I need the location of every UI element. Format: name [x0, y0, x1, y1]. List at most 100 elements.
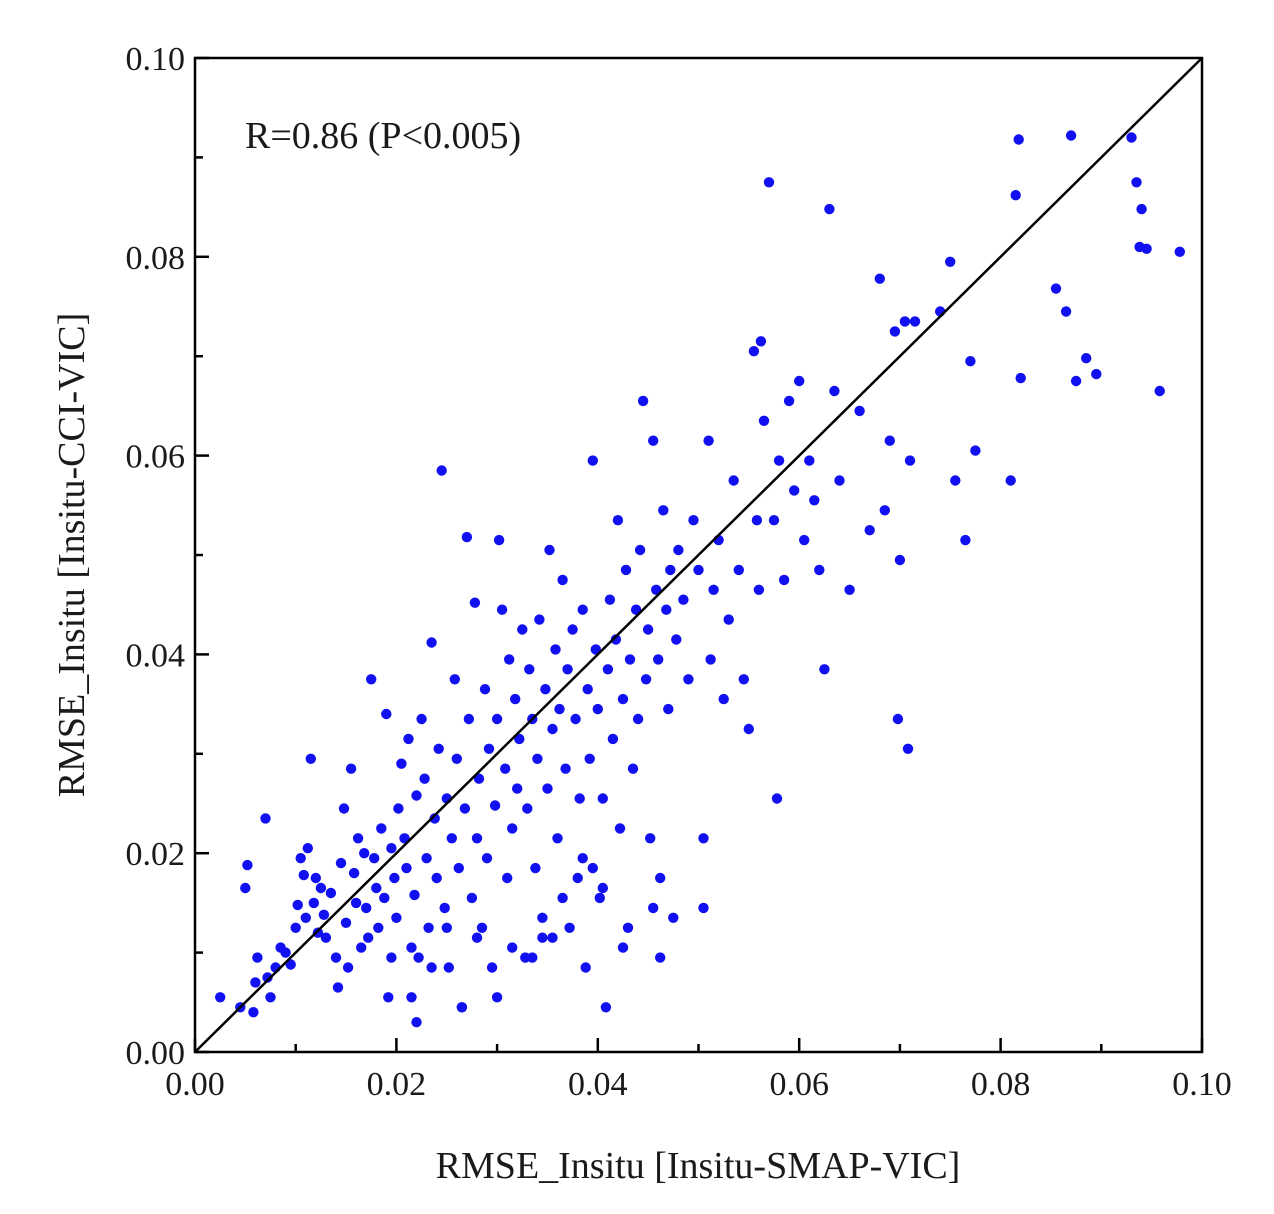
- data-point: [783, 395, 795, 407]
- x-axis-title: RMSE_Insitu [Insitu-SMAP-VIC]: [436, 1145, 961, 1187]
- data-point: [602, 664, 614, 675]
- data-point: [1070, 375, 1082, 387]
- data-point: [728, 475, 739, 486]
- data-point: [391, 912, 402, 923]
- data-point: [604, 594, 616, 605]
- data-point: [471, 833, 483, 844]
- data-point: [359, 848, 370, 859]
- data-point: [789, 485, 800, 496]
- data-point: [698, 902, 709, 914]
- data-point: [970, 445, 981, 456]
- data-point: [632, 713, 644, 725]
- data-point: [459, 803, 471, 814]
- data-point: [486, 962, 498, 973]
- data-point: [300, 912, 311, 923]
- data-point: [366, 674, 377, 685]
- data-point: [280, 947, 291, 958]
- data-point: [411, 790, 422, 801]
- data-point: [753, 584, 765, 595]
- data-point: [335, 857, 347, 869]
- data-point: [345, 763, 357, 774]
- y-tick-label: 0.10: [126, 41, 186, 78]
- data-point: [634, 544, 646, 556]
- data-point: [653, 654, 664, 665]
- data-point: [540, 684, 551, 695]
- data-point: [510, 693, 521, 705]
- data-point: [504, 654, 515, 665]
- data-point: [534, 614, 545, 625]
- data-point: [624, 654, 636, 665]
- data-point: [340, 917, 352, 928]
- data-point: [312, 927, 324, 938]
- data-point: [1050, 283, 1062, 294]
- data-point: [773, 455, 785, 466]
- data-point: [439, 902, 450, 914]
- data-point: [1015, 372, 1026, 384]
- data-point: [413, 952, 424, 963]
- data-point: [449, 674, 460, 685]
- y-tick-label: 0.04: [126, 637, 186, 674]
- data-point: [466, 892, 478, 904]
- data-point: [383, 992, 394, 1003]
- data-point: [463, 713, 475, 725]
- data-point: [479, 684, 491, 695]
- data-point: [733, 564, 744, 576]
- data-point: [426, 637, 437, 648]
- data-point: [542, 783, 553, 794]
- data-point: [491, 713, 503, 725]
- data-point: [453, 862, 464, 874]
- correlation-annotation: R=0.86 (P<0.005): [245, 115, 521, 157]
- data-point: [469, 597, 481, 608]
- data-point: [547, 723, 558, 735]
- data-point: [419, 773, 430, 784]
- data-point: [627, 763, 639, 774]
- data-point: [491, 992, 503, 1003]
- data-point: [250, 977, 261, 988]
- data-point: [582, 684, 593, 695]
- data-point: [768, 515, 780, 526]
- data-point: [302, 843, 313, 854]
- data-point: [751, 515, 763, 526]
- data-point: [708, 584, 719, 595]
- data-point: [363, 932, 374, 943]
- data-point: [648, 435, 659, 446]
- data-point: [290, 922, 301, 933]
- data-point: [678, 594, 689, 605]
- data-point: [386, 952, 397, 963]
- data-point: [580, 962, 591, 973]
- y-tick-label: 0.08: [126, 240, 186, 277]
- data-point: [655, 952, 666, 963]
- data-point: [594, 892, 605, 904]
- data-point: [640, 674, 652, 685]
- data-point: [371, 882, 382, 894]
- data-point: [909, 316, 921, 327]
- data-point: [718, 693, 729, 705]
- data-point: [1013, 134, 1024, 145]
- points-layer: [215, 130, 1186, 1028]
- data-point: [567, 624, 578, 635]
- data-point: [884, 435, 895, 446]
- data-point: [446, 833, 457, 844]
- data-point: [617, 693, 629, 705]
- data-point: [590, 644, 601, 655]
- data-point: [723, 614, 734, 625]
- data-point: [471, 932, 483, 943]
- data-point: [614, 823, 626, 834]
- data-point: [342, 962, 354, 973]
- data-point: [295, 853, 306, 864]
- data-point: [496, 604, 508, 615]
- data-point: [451, 753, 462, 764]
- data-point: [1065, 130, 1077, 141]
- data-point: [512, 783, 523, 794]
- data-point: [242, 859, 253, 871]
- data-point: [330, 952, 342, 963]
- data-point: [473, 773, 485, 784]
- data-point: [406, 942, 417, 953]
- data-point: [587, 862, 598, 874]
- data-point: [1154, 385, 1165, 397]
- data-point: [409, 889, 420, 901]
- data-point: [361, 902, 372, 914]
- data-point: [703, 435, 714, 446]
- data-point: [1136, 203, 1147, 215]
- data-point: [524, 664, 535, 675]
